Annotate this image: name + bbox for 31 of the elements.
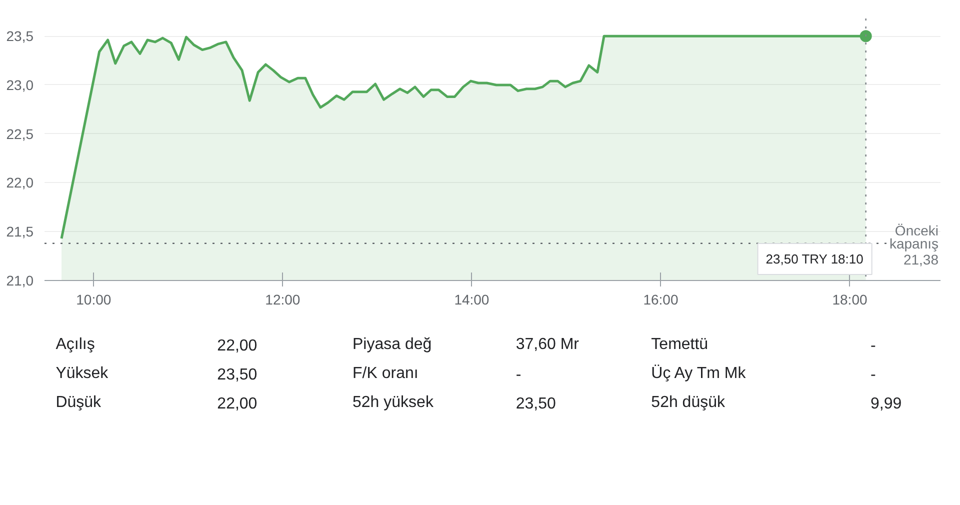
text: 22,00 — [217, 396, 258, 412]
text: 37,60 Mr — [516, 336, 580, 353]
text: Açılış — [56, 336, 95, 353]
y-tick-label: 23,5 — [6, 28, 34, 44]
text: 52h düşük — [651, 394, 726, 411]
text: 23,50 — [217, 366, 258, 384]
ref-line-label: Önceki kapanış 21,38 — [889, 222, 939, 268]
text: 23,50 — [516, 396, 556, 412]
text: 9,99 — [870, 396, 902, 412]
text: Piyasa değ — [352, 336, 432, 353]
y-tick-label: 21,0 — [6, 272, 34, 288]
text: Üç Ay Tm Mk — [651, 364, 747, 382]
x-tick-label: 14:00 — [454, 292, 490, 308]
text: - — [870, 366, 876, 384]
x-tick-label: 10:00 — [76, 292, 112, 308]
text: Düşük — [56, 394, 102, 411]
annotation: 23,50 TRY 18:10 — [766, 252, 864, 266]
x-tick-label: 16:00 — [643, 292, 678, 308]
y-tick-label: 23,0 — [6, 76, 34, 93]
text: Yüksek — [56, 365, 110, 382]
text: - — [870, 338, 876, 354]
text: F/K oranı — [352, 365, 418, 382]
x-tick-label: 18:00 — [832, 292, 868, 308]
y-tick-label: 22,5 — [6, 126, 34, 142]
y-tick-label: 21,5 — [6, 224, 34, 240]
text: 22,00 — [217, 338, 258, 354]
text: - — [516, 366, 522, 384]
y-tick-label: 22,0 — [6, 174, 34, 191]
x-tick-label: 12:00 — [265, 292, 300, 308]
text: Temettü — [651, 336, 708, 353]
text: 52h yüksek — [352, 394, 434, 411]
